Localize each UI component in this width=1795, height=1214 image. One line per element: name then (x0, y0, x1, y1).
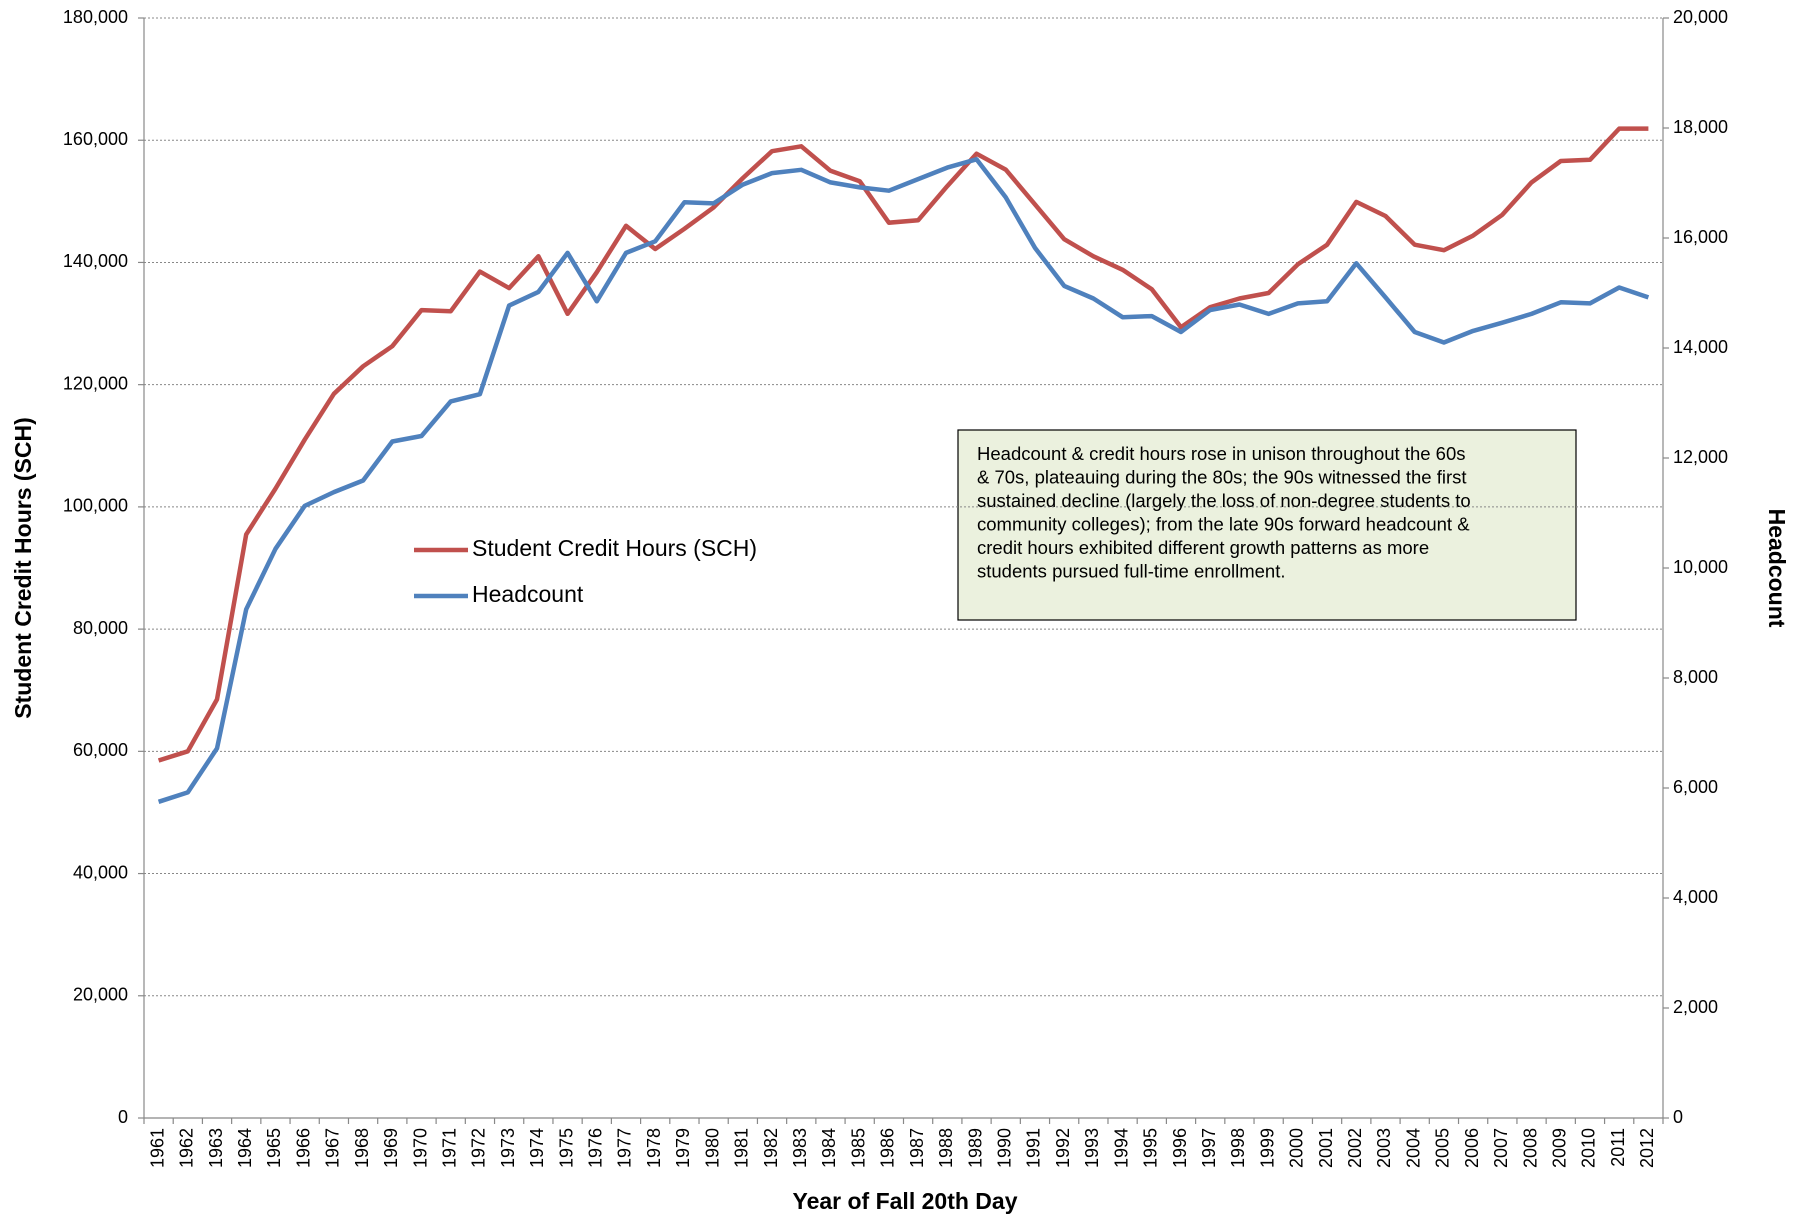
annotation-line: & 70s, plateauing during the 80s; the 90… (977, 467, 1467, 488)
x-tick-label: 1969 (381, 1128, 401, 1168)
y2-tick-label: 8,000 (1673, 667, 1718, 687)
x-tick-label: 1987 (907, 1128, 927, 1168)
x-tick-label: 1999 (1257, 1128, 1277, 1168)
x-tick-label: 1966 (293, 1128, 313, 1168)
y-axis-title: Student Credit Hours (SCH) (10, 417, 36, 719)
y2-tick-label: 10,000 (1673, 557, 1728, 577)
y-tick-label: 20,000 (73, 985, 128, 1005)
x-tick-label: 1983 (790, 1128, 810, 1168)
y-tick-label: 0 (118, 1107, 128, 1127)
x-tick-label: 1977 (615, 1128, 635, 1168)
x-tick-label: 1995 (1141, 1128, 1161, 1168)
x-tick-label: 1961 (147, 1128, 167, 1168)
x-tick-label: 1967 (323, 1128, 343, 1168)
x-tick-label: 1974 (527, 1128, 547, 1168)
x-tick-label: 1990 (994, 1128, 1014, 1168)
x-tick-label: 1984 (819, 1128, 839, 1168)
y2-tick-label: 4,000 (1673, 887, 1718, 907)
y2-tick-label: 0 (1673, 1107, 1683, 1127)
x-tick-label: 2011 (1608, 1128, 1628, 1167)
y-tick-label: 180,000 (63, 7, 128, 27)
x-tick-label: 1972 (469, 1128, 489, 1168)
y2-tick-label: 12,000 (1673, 447, 1728, 467)
y2-tick-label: 14,000 (1673, 337, 1728, 357)
x-tick-label: 1991 (1024, 1128, 1044, 1168)
y2-tick-label: 6,000 (1673, 777, 1718, 797)
y2-axis-title: Headcount (1764, 509, 1790, 628)
series-line (157, 157, 1650, 804)
annotation-line: credit hours exhibited different growth … (977, 537, 1429, 558)
x-tick-label: 2001 (1316, 1128, 1336, 1168)
annotation-line: sustained decline (largely the loss of n… (977, 490, 1471, 511)
x-tick-label: 1964 (235, 1128, 255, 1168)
x-tick-label: 1994 (1111, 1128, 1131, 1168)
x-tick-label: 1989 (965, 1128, 985, 1168)
y-tick-label: 40,000 (73, 862, 128, 882)
x-tick-label: 1988 (936, 1128, 956, 1168)
y-tick-label: 100,000 (63, 496, 128, 516)
x-axis-title: Year of Fall 20th Day (793, 1188, 1018, 1214)
y-tick-label: 140,000 (63, 251, 128, 271)
x-tick-label: 2002 (1345, 1128, 1365, 1168)
x-tick-label: 1968 (352, 1128, 372, 1168)
x-tick-label: 2007 (1491, 1128, 1511, 1168)
legend-label: Headcount (472, 581, 584, 607)
x-tick-label: 2008 (1520, 1128, 1540, 1168)
x-tick-label: 2012 (1637, 1128, 1657, 1168)
x-tick-label: 1981 (732, 1128, 752, 1168)
x-tick-label: 2004 (1403, 1128, 1423, 1168)
x-tick-label: 1992 (1053, 1128, 1073, 1168)
x-tick-label: 2009 (1550, 1128, 1570, 1168)
y-tick-label: 80,000 (73, 618, 128, 638)
annotation-line: Headcount & credit hours rose in unison … (977, 443, 1466, 464)
x-tick-label: 1970 (410, 1128, 430, 1168)
y2-tick-label: 2,000 (1673, 997, 1718, 1017)
x-tick-label: 1993 (1082, 1128, 1102, 1168)
x-tick-label: 1998 (1228, 1128, 1248, 1168)
y-tick-label: 160,000 (63, 129, 128, 149)
x-tick-label: 1980 (702, 1128, 722, 1168)
x-tick-label: 1979 (673, 1128, 693, 1168)
legend-label: Student Credit Hours (SCH) (472, 535, 757, 561)
y-tick-label: 120,000 (63, 373, 128, 393)
y2-tick-label: 20,000 (1673, 7, 1728, 27)
x-tick-label: 2000 (1287, 1128, 1307, 1168)
x-tick-label: 1963 (206, 1128, 226, 1168)
x-tick-label: 1976 (586, 1128, 606, 1168)
x-tick-label: 1962 (177, 1128, 197, 1168)
x-tick-label: 1997 (1199, 1128, 1219, 1168)
y2-tick-label: 16,000 (1673, 227, 1728, 247)
x-tick-label: 1986 (878, 1128, 898, 1168)
series-line (157, 126, 1649, 763)
annotation-line: community colleges); from the late 90s f… (977, 514, 1470, 535)
x-tick-label: 1982 (761, 1128, 781, 1168)
y2-tick-label: 18,000 (1673, 117, 1728, 137)
annotation-box (957, 429, 1577, 621)
x-tick-label: 1973 (498, 1128, 518, 1168)
x-tick-label: 1975 (556, 1128, 576, 1168)
x-tick-label: 1985 (848, 1128, 868, 1168)
x-tick-label: 2003 (1374, 1128, 1394, 1168)
x-tick-label: 2010 (1579, 1128, 1599, 1168)
x-tick-label: 2005 (1433, 1128, 1453, 1168)
x-tick-label: 2006 (1462, 1128, 1482, 1168)
y-tick-label: 60,000 (73, 740, 128, 760)
annotation-line: students pursued full-time enrollment. (977, 561, 1285, 582)
x-tick-label: 1996 (1170, 1128, 1190, 1168)
x-tick-label: 1978 (644, 1128, 664, 1168)
x-tick-label: 1971 (439, 1128, 459, 1168)
x-tick-label: 1965 (264, 1128, 284, 1168)
